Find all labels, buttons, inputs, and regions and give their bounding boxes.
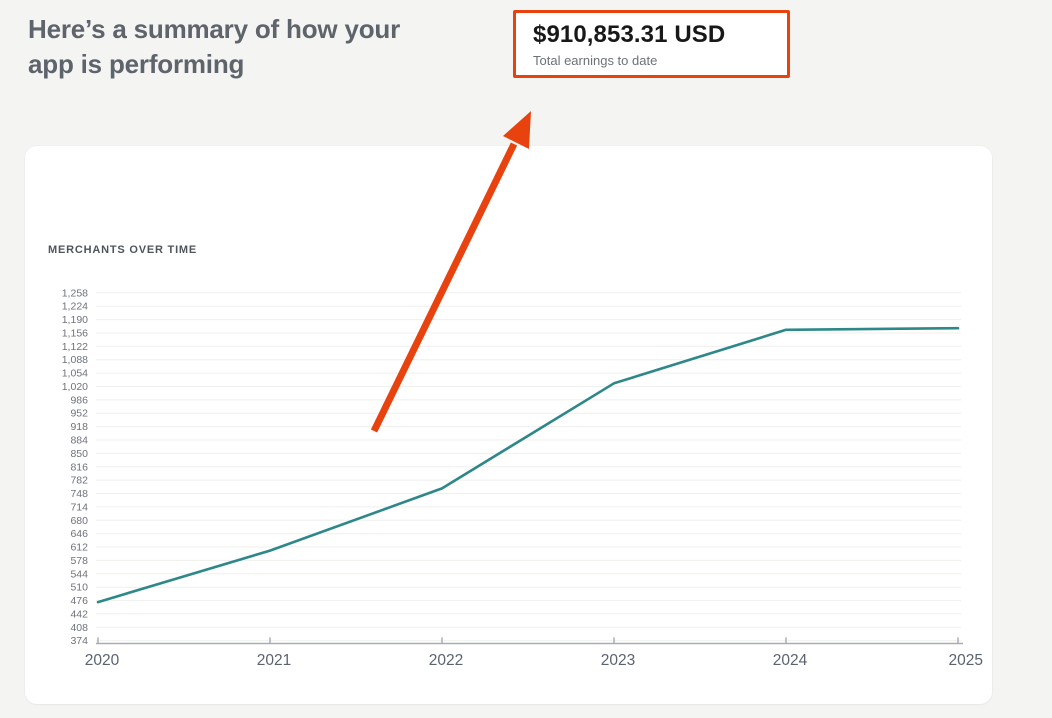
svg-text:1,020: 1,020 xyxy=(62,381,88,393)
svg-text:748: 748 xyxy=(70,488,88,500)
svg-text:2023: 2023 xyxy=(601,652,635,669)
svg-text:680: 680 xyxy=(70,515,88,527)
total-earnings-caption: Total earnings to date xyxy=(533,53,658,68)
svg-text:1,156: 1,156 xyxy=(62,328,88,340)
total-earnings-amount: $910,853.31 USD xyxy=(533,21,726,48)
svg-text:374: 374 xyxy=(70,635,88,647)
svg-text:986: 986 xyxy=(70,394,88,406)
svg-text:850: 850 xyxy=(70,448,88,460)
svg-text:952: 952 xyxy=(70,408,88,420)
svg-text:442: 442 xyxy=(70,608,88,620)
svg-text:578: 578 xyxy=(70,555,88,567)
svg-text:918: 918 xyxy=(70,421,88,433)
total-earnings-highlight-box: $910,853.31 USD Total earnings to date xyxy=(513,10,790,78)
svg-text:714: 714 xyxy=(70,501,88,513)
svg-text:1,054: 1,054 xyxy=(62,368,88,380)
svg-text:510: 510 xyxy=(70,582,88,594)
svg-text:816: 816 xyxy=(70,461,88,473)
page-title: Here’s a summary of how your app is perf… xyxy=(28,14,400,79)
svg-text:408: 408 xyxy=(70,622,88,634)
svg-text:2024: 2024 xyxy=(773,652,808,669)
svg-text:1,224: 1,224 xyxy=(62,301,88,313)
merchants-chart-card: MERCHANTS OVER TIME 1,258 1,224 1,190 1,156… xyxy=(25,146,992,704)
svg-text:884: 884 xyxy=(70,435,88,447)
chart-title: MERCHANTS OVER TIME xyxy=(48,244,198,256)
svg-text:1,122: 1,122 xyxy=(62,341,88,353)
svg-text:544: 544 xyxy=(70,568,88,580)
svg-text:646: 646 xyxy=(70,528,88,540)
svg-text:476: 476 xyxy=(70,595,88,607)
svg-text:2020: 2020 xyxy=(85,652,120,669)
svg-text:1,088: 1,088 xyxy=(62,354,88,366)
svg-text:612: 612 xyxy=(70,542,88,554)
svg-text:2025: 2025 xyxy=(949,652,983,669)
svg-text:1,190: 1,190 xyxy=(62,314,88,326)
svg-text:2021: 2021 xyxy=(257,652,291,669)
svg-text:782: 782 xyxy=(70,475,88,487)
svg-text:2022: 2022 xyxy=(429,652,463,669)
svg-text:1,258: 1,258 xyxy=(62,287,88,299)
